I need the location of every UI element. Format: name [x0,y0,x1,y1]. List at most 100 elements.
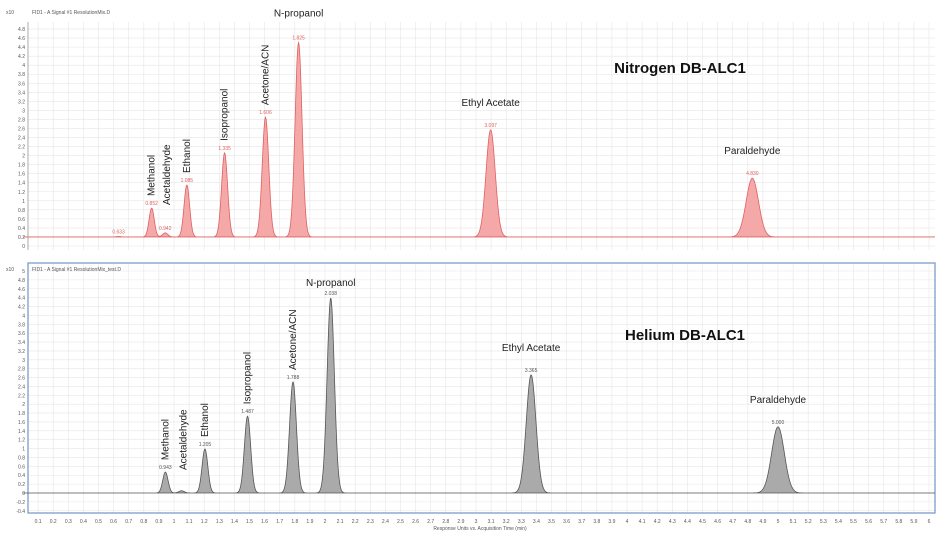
peak-compound-label: Acetone/ACN [261,45,272,106]
x-tick-label: 4.7 [729,519,736,525]
peak-rt-label: 0.852 [145,201,158,207]
peak-rt-label: 0.633 [112,230,125,236]
y-tick-label: 0.4 [18,226,25,232]
y-tick-label: 4.4 [18,296,25,302]
y-tick-label: 4 [22,313,25,319]
peak-rt-label: 2.038 [324,291,337,297]
x-tick-label: 2.2 [352,519,359,525]
y-tick-label: 1 [22,199,25,205]
y-tick-label: 4.2 [18,54,25,60]
x-tick-label: 1.9 [306,519,313,525]
signal-trace [23,298,935,494]
x-tick-label: 2.4 [382,519,389,525]
y-tick-label: 5 [22,269,25,275]
chart-panel-0: 0 0.2 0.4 0.6 0.8 1 1.2 1.4 1.6 1.8 2 2.2 2.4 2.6 2.8 3… [6,9,935,250]
y-tick-label: 4.4 [18,45,25,51]
x-tick-label: 1.5 [246,519,253,525]
x-tick-label: 1.6 [261,519,268,525]
y-tick-label: 1.4 [18,429,25,435]
x-tick-label: 2.1 [337,519,344,525]
x-tick-label: 3.9 [608,519,615,525]
y-tick-label: 2.2 [18,145,25,151]
x-tick-label: 2.3 [367,519,374,525]
peak-compound-label: Acetaldehyde [162,144,173,205]
y-tick-label: -0.2 [16,500,25,506]
peak-rt-label: 4.830 [746,171,759,177]
peak-compound-label: Ethyl Acetate [461,98,520,109]
x-tick-label: 0.2 [50,519,57,525]
y-tick-label: 2.2 [18,393,25,399]
peak-compound-label: Acetaldehyde [179,409,190,470]
y-tick-label: 3.8 [18,322,25,328]
x-tick-label: 1.1 [186,519,193,525]
y-tick-label: 3 [22,358,25,364]
x-tick-label: 6 [928,519,931,525]
peak-rt-label: 1.335 [218,146,231,152]
x-tick-label: 5.4 [835,519,842,525]
peak-rt-label: 1.205 [199,442,212,448]
x-tick-label: 5.3 [820,519,827,525]
y-tick-label: 1 [22,447,25,453]
y-tick-label: 0.6 [18,464,25,470]
y-tick-label: 0 [22,244,25,250]
x-tick-label: 5.9 [910,519,917,525]
peak-rt-label: 1.788 [287,375,300,381]
peak-rt-label: 1.487 [241,409,254,415]
y-tick-label: 2.4 [18,136,25,142]
y-tick-label: 3.6 [18,81,25,87]
x-tick-label: 3.6 [563,519,570,525]
y-tick-label: 1.8 [18,163,25,169]
x-tick-label: 5.2 [805,519,812,525]
x-tick-label: 1.4 [231,519,238,525]
x-tick-label: 0.8 [140,519,147,525]
y-tick-label: 2 [22,402,25,408]
x-tick-label: 3.5 [548,519,555,525]
x-tick-label: 1.2 [201,519,208,525]
x-tick-label: 3.2 [503,519,510,525]
x-tick-label: 5.8 [895,519,902,525]
peak-rt-label: 0.943 [159,465,172,471]
x-tick-label: 4.3 [669,519,676,525]
peak-compound-label: N-propanol [274,9,323,20]
peak-compound-label: Isopropanol [243,352,254,404]
y-tick-label: 0 [22,491,25,497]
x-tick-label: 4.1 [639,519,646,525]
x-tick-label: 3.1 [488,519,495,525]
y-tick-label: 4.6 [18,36,25,42]
x-tick-label: 3.7 [578,519,585,525]
y-tick-label: 0.8 [18,455,25,461]
y-tick-label: 1.4 [18,181,25,187]
peak-compound-label: Methanol [147,155,158,196]
y-tick-label: 3 [22,108,25,114]
y-tick-label: 1.6 [18,420,25,426]
y-tick-label: 4.2 [18,305,25,311]
x-tick-label: 2.9 [457,519,464,525]
y-tick-label: 0.6 [18,217,25,223]
x-tick-label: 5 [777,519,780,525]
peak-compound-label: Acetone/ACN [288,309,299,370]
x-tick-label: 0.1 [35,519,42,525]
peak-compound-label: Ethanol [200,403,211,437]
y-tick-label: 4.8 [18,27,25,33]
x-tick-label: 5.6 [865,519,872,525]
peak-compound-label: N-propanol [306,278,355,289]
y-tick-label: 3.2 [18,349,25,355]
y-multiplier: x10 [6,267,14,273]
x-tick-label: 0.3 [65,519,72,525]
peak-rt-label: 5.000 [772,420,785,426]
y-tick-label: 1.2 [18,438,25,444]
y-tick-label: -0.4 [16,509,25,515]
chart-title: Helium DB-ALC1 [625,327,745,344]
x-tick-label: 4 [626,519,629,525]
peak-rt-label: 3.365 [525,368,538,374]
peak-compound-label: Paraldehyde [750,395,807,406]
plot-frame [27,262,936,514]
x-tick-label: 1 [173,519,176,525]
y-tick-label: 2.8 [18,367,25,373]
chart-title: Nitrogen DB-ALC1 [614,60,746,77]
y-tick-label: 2.6 [18,126,25,132]
x-tick-label: 2.5 [397,519,404,525]
peak-compound-label: Isopropanol [220,89,231,141]
x-tick-label: 5.1 [790,519,797,525]
